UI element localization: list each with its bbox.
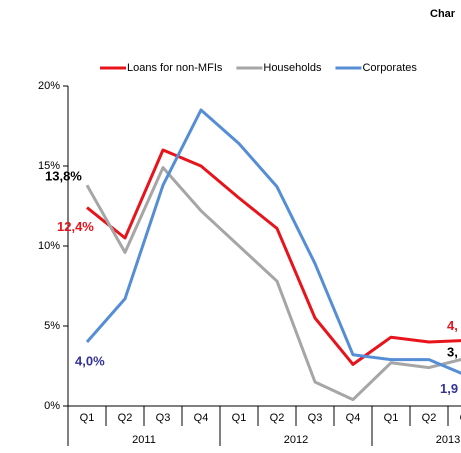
value-label: 1,9: [440, 381, 458, 396]
x-tick-label: Q1: [232, 412, 247, 424]
line-series: [85, 108, 461, 375]
line-series: [85, 166, 461, 402]
y-tick-label: 0%: [44, 400, 60, 412]
x-tick-label: Q3: [156, 412, 171, 424]
value-label: 12,4%: [57, 219, 94, 234]
x-tick-label: Q2: [118, 412, 133, 424]
x-tick-label: Q2: [422, 412, 437, 424]
year-label: 2012: [284, 434, 308, 446]
legend-label: Loans for non-MFIs: [127, 62, 223, 74]
value-label: 4,0%: [75, 353, 105, 368]
x-tick-label: Q4: [346, 412, 361, 424]
year-label: 2011: [132, 434, 156, 446]
value-label: 13,8%: [45, 169, 82, 184]
year-label: 2013: [436, 434, 460, 446]
x-tick-label: Q2: [270, 412, 285, 424]
y-tick-label: 15%: [38, 160, 60, 172]
x-tick-label: Q3: [460, 412, 461, 424]
y-tick-label: 10%: [38, 240, 60, 252]
line-series: [86, 148, 461, 366]
x-tick-label: Q1: [80, 412, 95, 424]
y-tick-label: 5%: [44, 320, 60, 332]
legend-label: Corporates: [362, 62, 417, 74]
value-label: 4,: [447, 318, 458, 333]
x-tick-label: Q3: [308, 412, 323, 424]
value-label: 3,: [447, 344, 458, 359]
chart-title: Char: [430, 8, 456, 20]
x-tick-label: Q4: [194, 412, 209, 424]
legend-label: Households: [263, 62, 322, 74]
y-tick-label: 20%: [38, 80, 60, 92]
x-tick-label: Q1: [384, 412, 399, 424]
